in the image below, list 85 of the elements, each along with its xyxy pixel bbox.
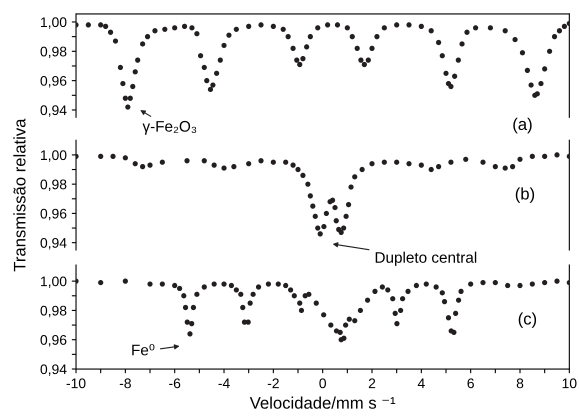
- point: [160, 160, 165, 165]
- x-tick-label: -2: [268, 378, 279, 388]
- point: [418, 162, 424, 168]
- point: [346, 202, 352, 208]
- y-tick-label: 0,94: [40, 238, 67, 250]
- point: [295, 166, 301, 172]
- x-tick-label: 2: [368, 378, 376, 388]
- y-tick-label: 1,00: [41, 276, 66, 288]
- point: [463, 156, 468, 162]
- point: [310, 204, 316, 209]
- point: [318, 231, 323, 236]
- y-tick-label: 0,98: [40, 179, 66, 191]
- x-tick-label: 0: [319, 378, 326, 388]
- point: [510, 164, 516, 170]
- y-tick-label: 1,00: [41, 150, 66, 162]
- point: [132, 161, 138, 166]
- point: [352, 174, 358, 180]
- x-tick-label: 10: [562, 378, 577, 388]
- point: [517, 156, 523, 162]
- y-tick-label: 0,96: [40, 335, 66, 347]
- point: [554, 152, 560, 158]
- annotation: Dupleto central: [376, 252, 476, 266]
- point: [258, 158, 264, 164]
- x-tick-label: -6: [169, 378, 180, 388]
- point: [300, 172, 306, 178]
- point: [184, 158, 190, 164]
- point: [110, 154, 116, 159]
- point: [283, 160, 288, 165]
- point: [290, 162, 296, 168]
- x-tick-label: 4: [418, 378, 425, 388]
- point: [308, 193, 313, 198]
- x-tick-label: -4: [218, 378, 230, 388]
- point: [98, 154, 104, 159]
- text: (a): [513, 118, 532, 134]
- point: [221, 165, 227, 171]
- x-tick-label: 6: [468, 378, 474, 388]
- y-axis-title: Transmissão relativa: [13, 118, 26, 272]
- point: [140, 164, 146, 170]
- point: [330, 198, 336, 203]
- point: [394, 160, 400, 165]
- point: [502, 165, 508, 171]
- point: [382, 160, 387, 165]
- y-tick-label: 0,96: [40, 76, 66, 88]
- point: [344, 214, 349, 219]
- point: [324, 210, 329, 216]
- y-tick-label: 0,94: [40, 364, 67, 376]
- point: [341, 225, 346, 231]
- point: [542, 154, 548, 159]
- annotation: Fe⁰: [132, 344, 154, 356]
- annotation: (c): [518, 312, 536, 328]
- point: [231, 164, 236, 170]
- point: [122, 155, 128, 160]
- point: [147, 162, 153, 168]
- point: [338, 230, 344, 236]
- point: [305, 182, 310, 187]
- y-tick-label: 0,98: [40, 306, 66, 318]
- point: [360, 166, 365, 172]
- point: [321, 224, 327, 230]
- annotation: (b): [516, 187, 534, 203]
- point: [436, 164, 442, 170]
- point: [332, 204, 338, 210]
- point: [448, 160, 454, 165]
- point: [428, 166, 434, 172]
- x-tick-label: -10: [66, 378, 86, 388]
- point: [530, 154, 535, 159]
- point: [315, 225, 320, 231]
- y-tick-label: 0,98: [40, 46, 66, 58]
- text: γ-Fe₂O₃: [142, 120, 196, 135]
- point: [480, 160, 486, 165]
- y-tick-label: 1,00: [41, 17, 66, 29]
- point: [246, 161, 252, 166]
- point: [369, 161, 375, 166]
- y-tick-label: 0,94: [40, 105, 67, 117]
- point: [202, 158, 207, 164]
- x-tick-label: 8: [516, 378, 524, 388]
- point: [312, 214, 318, 219]
- point: [348, 184, 354, 190]
- point: [492, 164, 498, 170]
- point: [270, 160, 276, 165]
- point: [212, 162, 217, 168]
- y-tick-label: 0,96: [40, 208, 66, 220]
- x-tick-label: -8: [120, 378, 131, 388]
- point: [406, 161, 412, 166]
- x-axis-title: Velocidade/mm s ⁻¹: [250, 396, 396, 409]
- point: [334, 218, 339, 224]
